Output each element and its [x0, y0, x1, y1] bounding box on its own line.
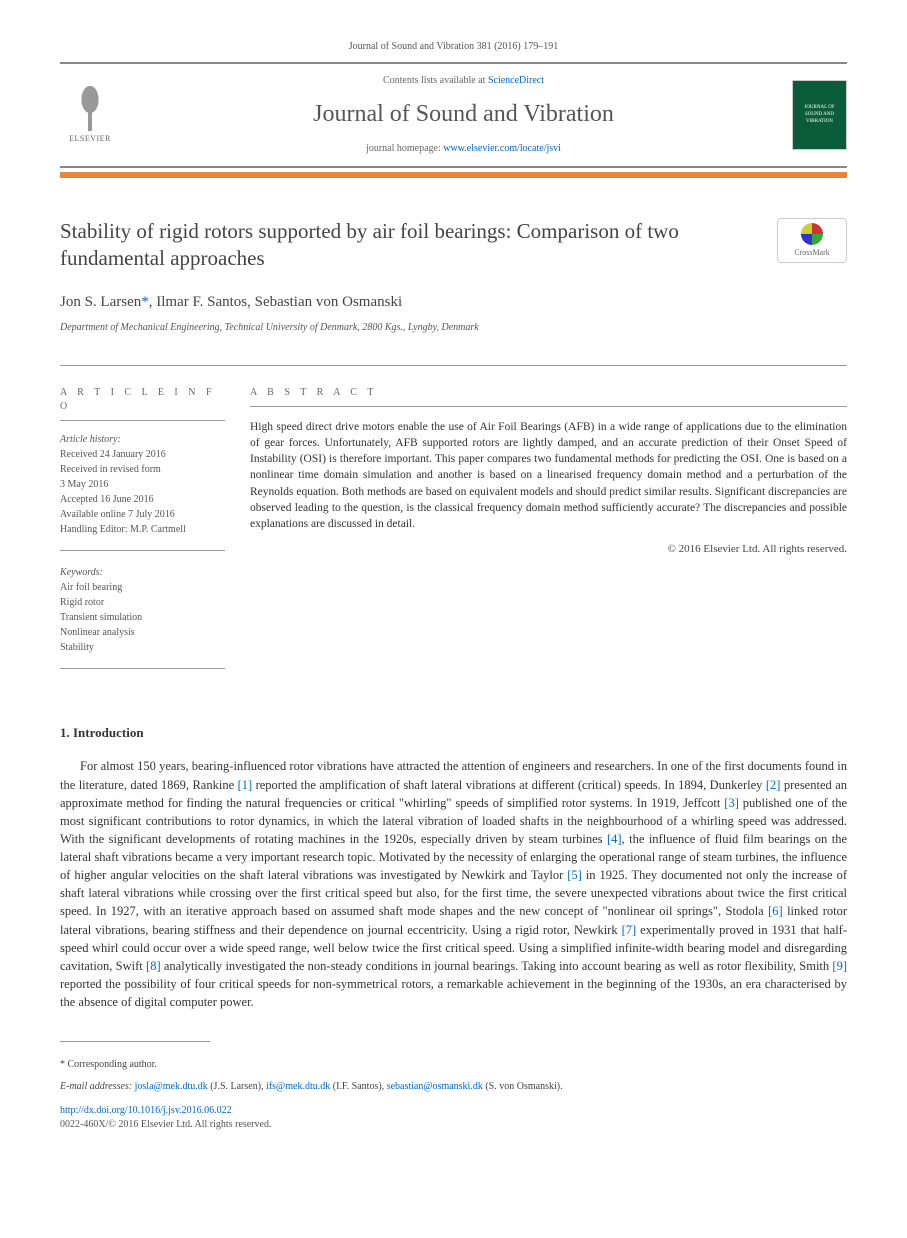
online-date: Available online 7 July 2016: [60, 508, 225, 522]
keyword: Air foil bearing: [60, 581, 225, 595]
email-name-2: (I.F. Santos),: [330, 1081, 386, 1092]
keyword: Stability: [60, 641, 225, 655]
corresponding-author-note: * Corresponding author.: [60, 1058, 847, 1072]
orange-divider: [60, 172, 847, 178]
title-row: Stability of rigid rotors supported by a…: [60, 218, 847, 273]
keywords-label: Keywords:: [60, 566, 225, 580]
cover-text: JOURNAL OF SOUND AND VIBRATION: [797, 104, 842, 125]
article-history-block: Article history: Received 24 January 201…: [60, 433, 225, 551]
reference-link-7[interactable]: [7]: [622, 923, 637, 937]
journal-reference: Journal of Sound and Vibration 381 (2016…: [60, 40, 847, 54]
homepage-prefix: journal homepage:: [366, 143, 443, 154]
contents-available: Contents lists available at ScienceDirec…: [135, 74, 792, 88]
keyword: Rigid rotor: [60, 596, 225, 610]
email-addresses: E-mail addresses: josla@mek.dtu.dk (J.S.…: [60, 1080, 847, 1094]
reference-link-3[interactable]: [3]: [724, 796, 739, 810]
info-abstract-row: A R T I C L E I N F O Article history: R…: [60, 365, 847, 684]
author-1: Jon S. Larsen: [60, 294, 141, 310]
email-name-3: (S. von Osmanski).: [483, 1081, 563, 1092]
article-info-column: A R T I C L E I N F O Article history: R…: [60, 386, 250, 684]
received-date: Received 24 January 2016: [60, 448, 225, 462]
abstract-text: High speed direct drive motors enable th…: [250, 419, 847, 532]
doi-line: http://dx.doi.org/10.1016/j.jsv.2016.06.…: [60, 1104, 847, 1118]
reference-link-6[interactable]: [6]: [768, 904, 783, 918]
history-label: Article history:: [60, 433, 225, 447]
reference-link-4[interactable]: [4]: [607, 832, 622, 846]
affiliation: Department of Mechanical Engineering, Te…: [60, 321, 847, 335]
journal-title: Journal of Sound and Vibration: [135, 98, 792, 132]
intro-paragraph: For almost 150 years, bearing-influenced…: [60, 757, 847, 1011]
crossmark-label: CrossMark: [794, 247, 830, 258]
crossmark-badge[interactable]: CrossMark: [777, 218, 847, 263]
reference-link-8[interactable]: [8]: [146, 959, 161, 973]
reference-link-1[interactable]: [1]: [238, 778, 253, 792]
article-info-heading: A R T I C L E I N F O: [60, 386, 225, 421]
journal-cover-thumbnail: JOURNAL OF SOUND AND VIBRATION: [792, 80, 847, 150]
author-3: Sebastian von Osmanski: [255, 294, 403, 310]
homepage-link[interactable]: www.elsevier.com/locate/jsvi: [443, 143, 561, 154]
section-1-heading: 1. Introduction: [60, 724, 847, 742]
author-sep: ,: [247, 294, 255, 310]
abstract-column: A B S T R A C T High speed direct drive …: [250, 386, 847, 684]
author-list: Jon S. Larsen*, Ilmar F. Santos, Sebasti…: [60, 292, 847, 313]
doi-link[interactable]: http://dx.doi.org/10.1016/j.jsv.2016.06.…: [60, 1105, 232, 1116]
article-title: Stability of rigid rotors supported by a…: [60, 218, 777, 273]
abstract-heading: A B S T R A C T: [250, 386, 847, 407]
keyword: Transient simulation: [60, 611, 225, 625]
contents-prefix: Contents lists available at: [383, 75, 488, 86]
homepage-line: journal homepage: www.elsevier.com/locat…: [135, 142, 792, 156]
email-link-3[interactable]: sebastian@osmanski.dk: [387, 1081, 483, 1092]
elsevier-text: ELSEVIER: [69, 133, 111, 144]
elsevier-tree-icon: [70, 86, 110, 131]
email-label: E-mail addresses:: [60, 1081, 135, 1092]
keyword: Nonlinear analysis: [60, 626, 225, 640]
revised-line2: 3 May 2016: [60, 478, 225, 492]
handling-editor: Handling Editor: M.P. Cartmell: [60, 523, 225, 537]
revised-line1: Received in revised form: [60, 463, 225, 477]
email-link-1[interactable]: josla@mek.dtu.dk: [135, 1081, 208, 1092]
abstract-copyright: © 2016 Elsevier Ltd. All rights reserved…: [250, 542, 847, 557]
reference-link-2[interactable]: [2]: [766, 778, 781, 792]
journal-header: ELSEVIER Contents lists available at Sci…: [60, 62, 847, 168]
keywords-block: Keywords: Air foil bearing Rigid rotor T…: [60, 566, 225, 669]
crossmark-icon: [801, 223, 823, 245]
footer-separator: [60, 1041, 210, 1050]
reference-link-5[interactable]: [5]: [567, 868, 582, 882]
accepted-date: Accepted 16 June 2016: [60, 493, 225, 507]
corresponding-mark[interactable]: *: [141, 294, 149, 310]
email-name-1: (J.S. Larsen),: [208, 1081, 266, 1092]
email-link-2[interactable]: ifs@mek.dtu.dk: [266, 1081, 330, 1092]
sciencedirect-link[interactable]: ScienceDirect: [488, 75, 544, 86]
elsevier-logo: ELSEVIER: [60, 80, 120, 150]
reference-link-9[interactable]: [9]: [832, 959, 847, 973]
header-center: Contents lists available at ScienceDirec…: [135, 74, 792, 156]
issn-line: 0022-460X/© 2016 Elsevier Ltd. All right…: [60, 1118, 847, 1132]
author-2: Ilmar F. Santos: [156, 294, 247, 310]
